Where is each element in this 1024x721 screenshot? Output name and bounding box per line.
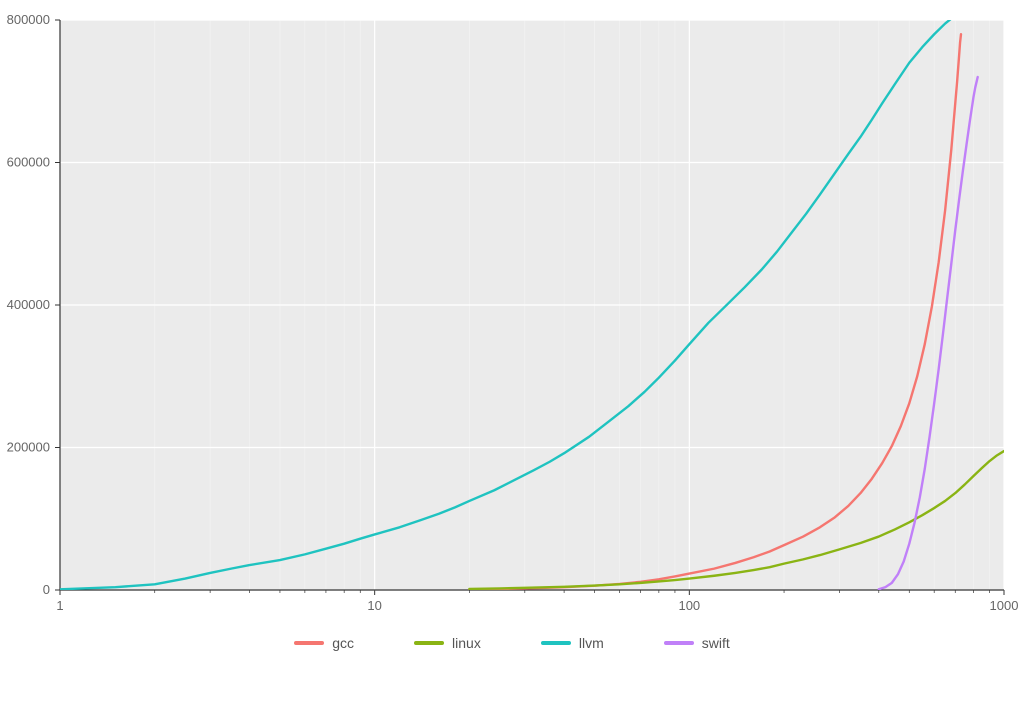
legend-swatch-gcc: [294, 641, 324, 645]
line-chart: 1 10 100 1000 0 200000 400000 600000 800000: [0, 0, 1024, 721]
svg-text:800000: 800000: [7, 12, 50, 27]
legend-swatch-swift: [664, 641, 694, 645]
legend-swatch-linux: [414, 641, 444, 645]
svg-text:200000: 200000: [7, 440, 50, 455]
legend-item-llvm[interactable]: llvm: [541, 635, 604, 651]
svg-text:1: 1: [56, 598, 63, 613]
svg-text:400000: 400000: [7, 297, 50, 312]
chart-container: 1 10 100 1000 0 200000 400000 600000 800000 gcc l…: [0, 0, 1024, 721]
legend: gcc linux llvm swift: [0, 635, 1024, 651]
svg-text:600000: 600000: [7, 155, 50, 170]
svg-text:1000: 1000: [990, 598, 1019, 613]
legend-item-gcc[interactable]: gcc: [294, 635, 354, 651]
legend-item-swift[interactable]: swift: [664, 635, 730, 651]
legend-label-swift: swift: [702, 635, 730, 651]
svg-text:0: 0: [43, 582, 50, 597]
legend-swatch-llvm: [541, 641, 571, 645]
legend-label-gcc: gcc: [332, 635, 354, 651]
legend-item-linux[interactable]: linux: [414, 635, 481, 651]
svg-text:100: 100: [678, 598, 700, 613]
legend-label-llvm: llvm: [579, 635, 604, 651]
svg-text:10: 10: [367, 598, 381, 613]
legend-label-linux: linux: [452, 635, 481, 651]
